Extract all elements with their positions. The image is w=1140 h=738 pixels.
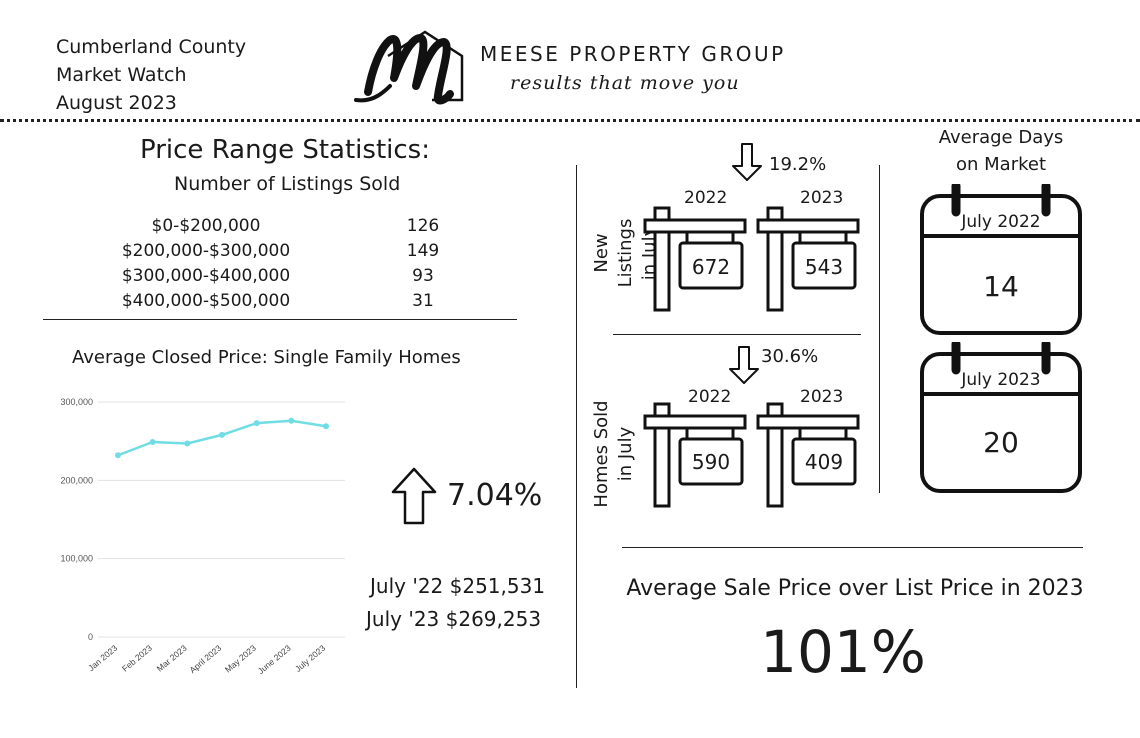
company-name: MEESE PROPERTY GROUP <box>480 42 786 66</box>
data-point <box>219 431 225 438</box>
closed-price-change: 7.04% <box>447 478 543 513</box>
x-tick-label: April 2023 <box>188 643 224 675</box>
x-tick-label: Feb 2023 <box>120 643 154 674</box>
series-line <box>117 419 327 457</box>
price-range-label: $400,000-$500,000 <box>121 291 291 311</box>
data-point <box>184 440 191 447</box>
price-range-count: 149 <box>406 241 440 261</box>
x-tick-label: July 2023 <box>293 643 328 674</box>
header-divider <box>0 119 1140 122</box>
days-title-line1: Average Days <box>938 127 1064 148</box>
data-point <box>323 423 329 430</box>
new-listings-label: New Listings in July <box>590 198 660 308</box>
data-point <box>288 417 295 424</box>
homes-sold-label-line1: Homes Sold <box>591 400 612 508</box>
y-tick-label: 0 <box>88 632 93 642</box>
sale-over-list-value: 101% <box>760 618 926 686</box>
closed-price-title: Average Closed Price: Single Family Home… <box>72 347 461 368</box>
price-range-subtitle: Number of Listings Sold <box>174 173 401 195</box>
sign-post-icon <box>756 206 860 312</box>
header-county: Cumberland County <box>56 36 247 58</box>
days-title-line2: on Market <box>955 154 1047 175</box>
price-range-title: Price Range Statistics: <box>140 135 430 165</box>
data-point <box>115 452 121 459</box>
homes-sold-year2: 2023 <box>800 387 844 407</box>
arrow-down-icon <box>729 346 759 384</box>
arrow-down-icon <box>732 143 762 181</box>
x-tick-label: May 2023 <box>223 643 258 675</box>
homes-sold-label-line2: in July <box>615 426 636 482</box>
price-range-label: $0-$200,000 <box>151 216 261 236</box>
homes-sold-value2: 409 <box>804 450 844 474</box>
price-range-label: $200,000-$300,000 <box>121 241 291 261</box>
x-tick-label: June 2023 <box>256 643 293 676</box>
new-listings-year1: 2022 <box>684 188 728 208</box>
y-tick-label: 200,000 <box>60 475 93 485</box>
new-listings-value2: 543 <box>804 255 844 279</box>
price-range-count: 31 <box>412 291 434 311</box>
new-listings-label-line1: New Listings <box>591 218 636 288</box>
days-divider <box>879 165 880 493</box>
homes-sold-value1: 590 <box>691 450 731 474</box>
sign-post-icon <box>643 206 747 312</box>
sign-post-icon <box>756 402 860 508</box>
x-tick-label: Jan 2023 <box>86 643 119 673</box>
company-logo-icon <box>354 30 464 105</box>
header-date: August 2023 <box>56 92 177 114</box>
company-tagline: results that move you <box>510 72 740 94</box>
homes-sold-label: Homes Sold in July <box>590 399 640 509</box>
data-point <box>253 420 260 427</box>
homes-sold-year1: 2022 <box>688 387 732 407</box>
x-tick-label: Mar 2023 <box>155 643 189 674</box>
y-tick-label: 100,000 <box>60 554 93 564</box>
calendar-icon <box>920 342 1082 493</box>
closed-price-july22: July '22 $251,531 <box>370 574 546 598</box>
arrow-up-icon <box>391 467 437 525</box>
closed-price-july23: July '23 $269,253 <box>366 607 542 631</box>
calendar-icon <box>920 184 1082 335</box>
homes-sold-change: 30.6% <box>761 346 819 367</box>
sale-divider <box>622 547 1083 548</box>
sale-over-list-title: Average Sale Price over List Price in 20… <box>626 576 1084 601</box>
calendar-month-label: July 2023 <box>961 370 1041 390</box>
sign-post-icon <box>643 402 747 508</box>
calendar-month-label: July 2022 <box>961 212 1041 232</box>
listings-divider <box>613 334 861 335</box>
price-range-count: 126 <box>406 216 440 236</box>
calendar-days-value: 20 <box>983 426 1019 459</box>
new-listings-change: 19.2% <box>769 154 827 175</box>
price-range-count: 93 <box>412 266 434 286</box>
price-range-divider <box>43 319 517 320</box>
new-listings-value1: 672 <box>691 255 731 279</box>
center-divider <box>576 165 577 688</box>
y-tick-label: 300,000 <box>60 397 93 407</box>
price-range-label: $300,000-$400,000 <box>121 266 291 286</box>
calendar-days-value: 14 <box>983 270 1019 303</box>
data-point <box>149 438 156 445</box>
header-market-watch: Market Watch <box>56 64 187 86</box>
new-listings-year2: 2023 <box>800 188 844 208</box>
